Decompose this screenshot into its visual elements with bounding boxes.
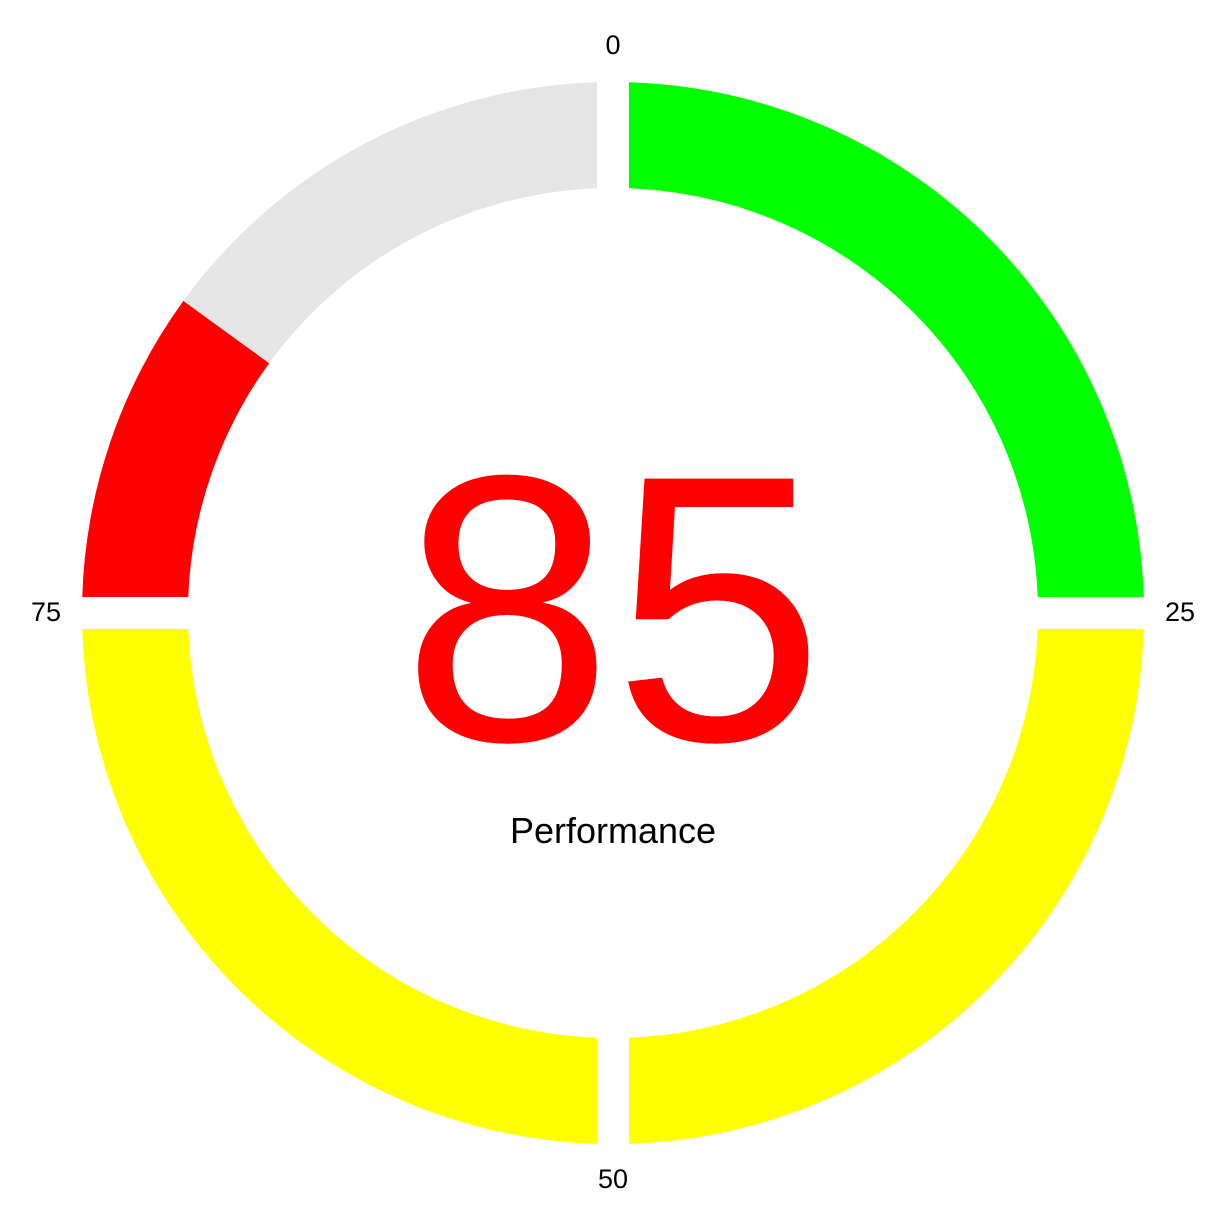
tick-label-75: 75	[31, 597, 61, 627]
gauge-value: 85	[402, 396, 825, 821]
gauge-label: Performance	[510, 810, 716, 851]
gauge-segment-0-25	[629, 82, 1144, 598]
tick-label-0: 0	[605, 30, 620, 60]
tick-label-25: 25	[1165, 597, 1195, 627]
gauge-segments	[82, 82, 1144, 1144]
gauge-segment-50-75	[82, 629, 598, 1144]
tick-label-50: 50	[598, 1164, 628, 1194]
gauge-segment-25-50	[629, 629, 1144, 1144]
gauge-segment-75-85	[82, 300, 270, 597]
gauge-segment-85-100	[183, 82, 597, 364]
